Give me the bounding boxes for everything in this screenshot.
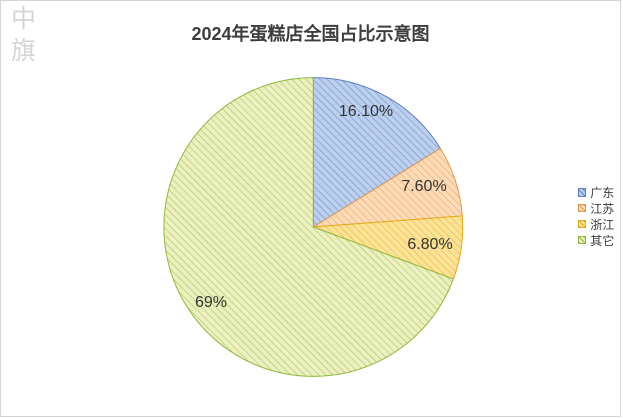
svg-text:69%: 69% (195, 294, 227, 311)
svg-text:6.80%: 6.80% (407, 236, 452, 253)
svg-text:7.60%: 7.60% (401, 178, 446, 195)
svg-text:16.10%: 16.10% (339, 103, 393, 120)
